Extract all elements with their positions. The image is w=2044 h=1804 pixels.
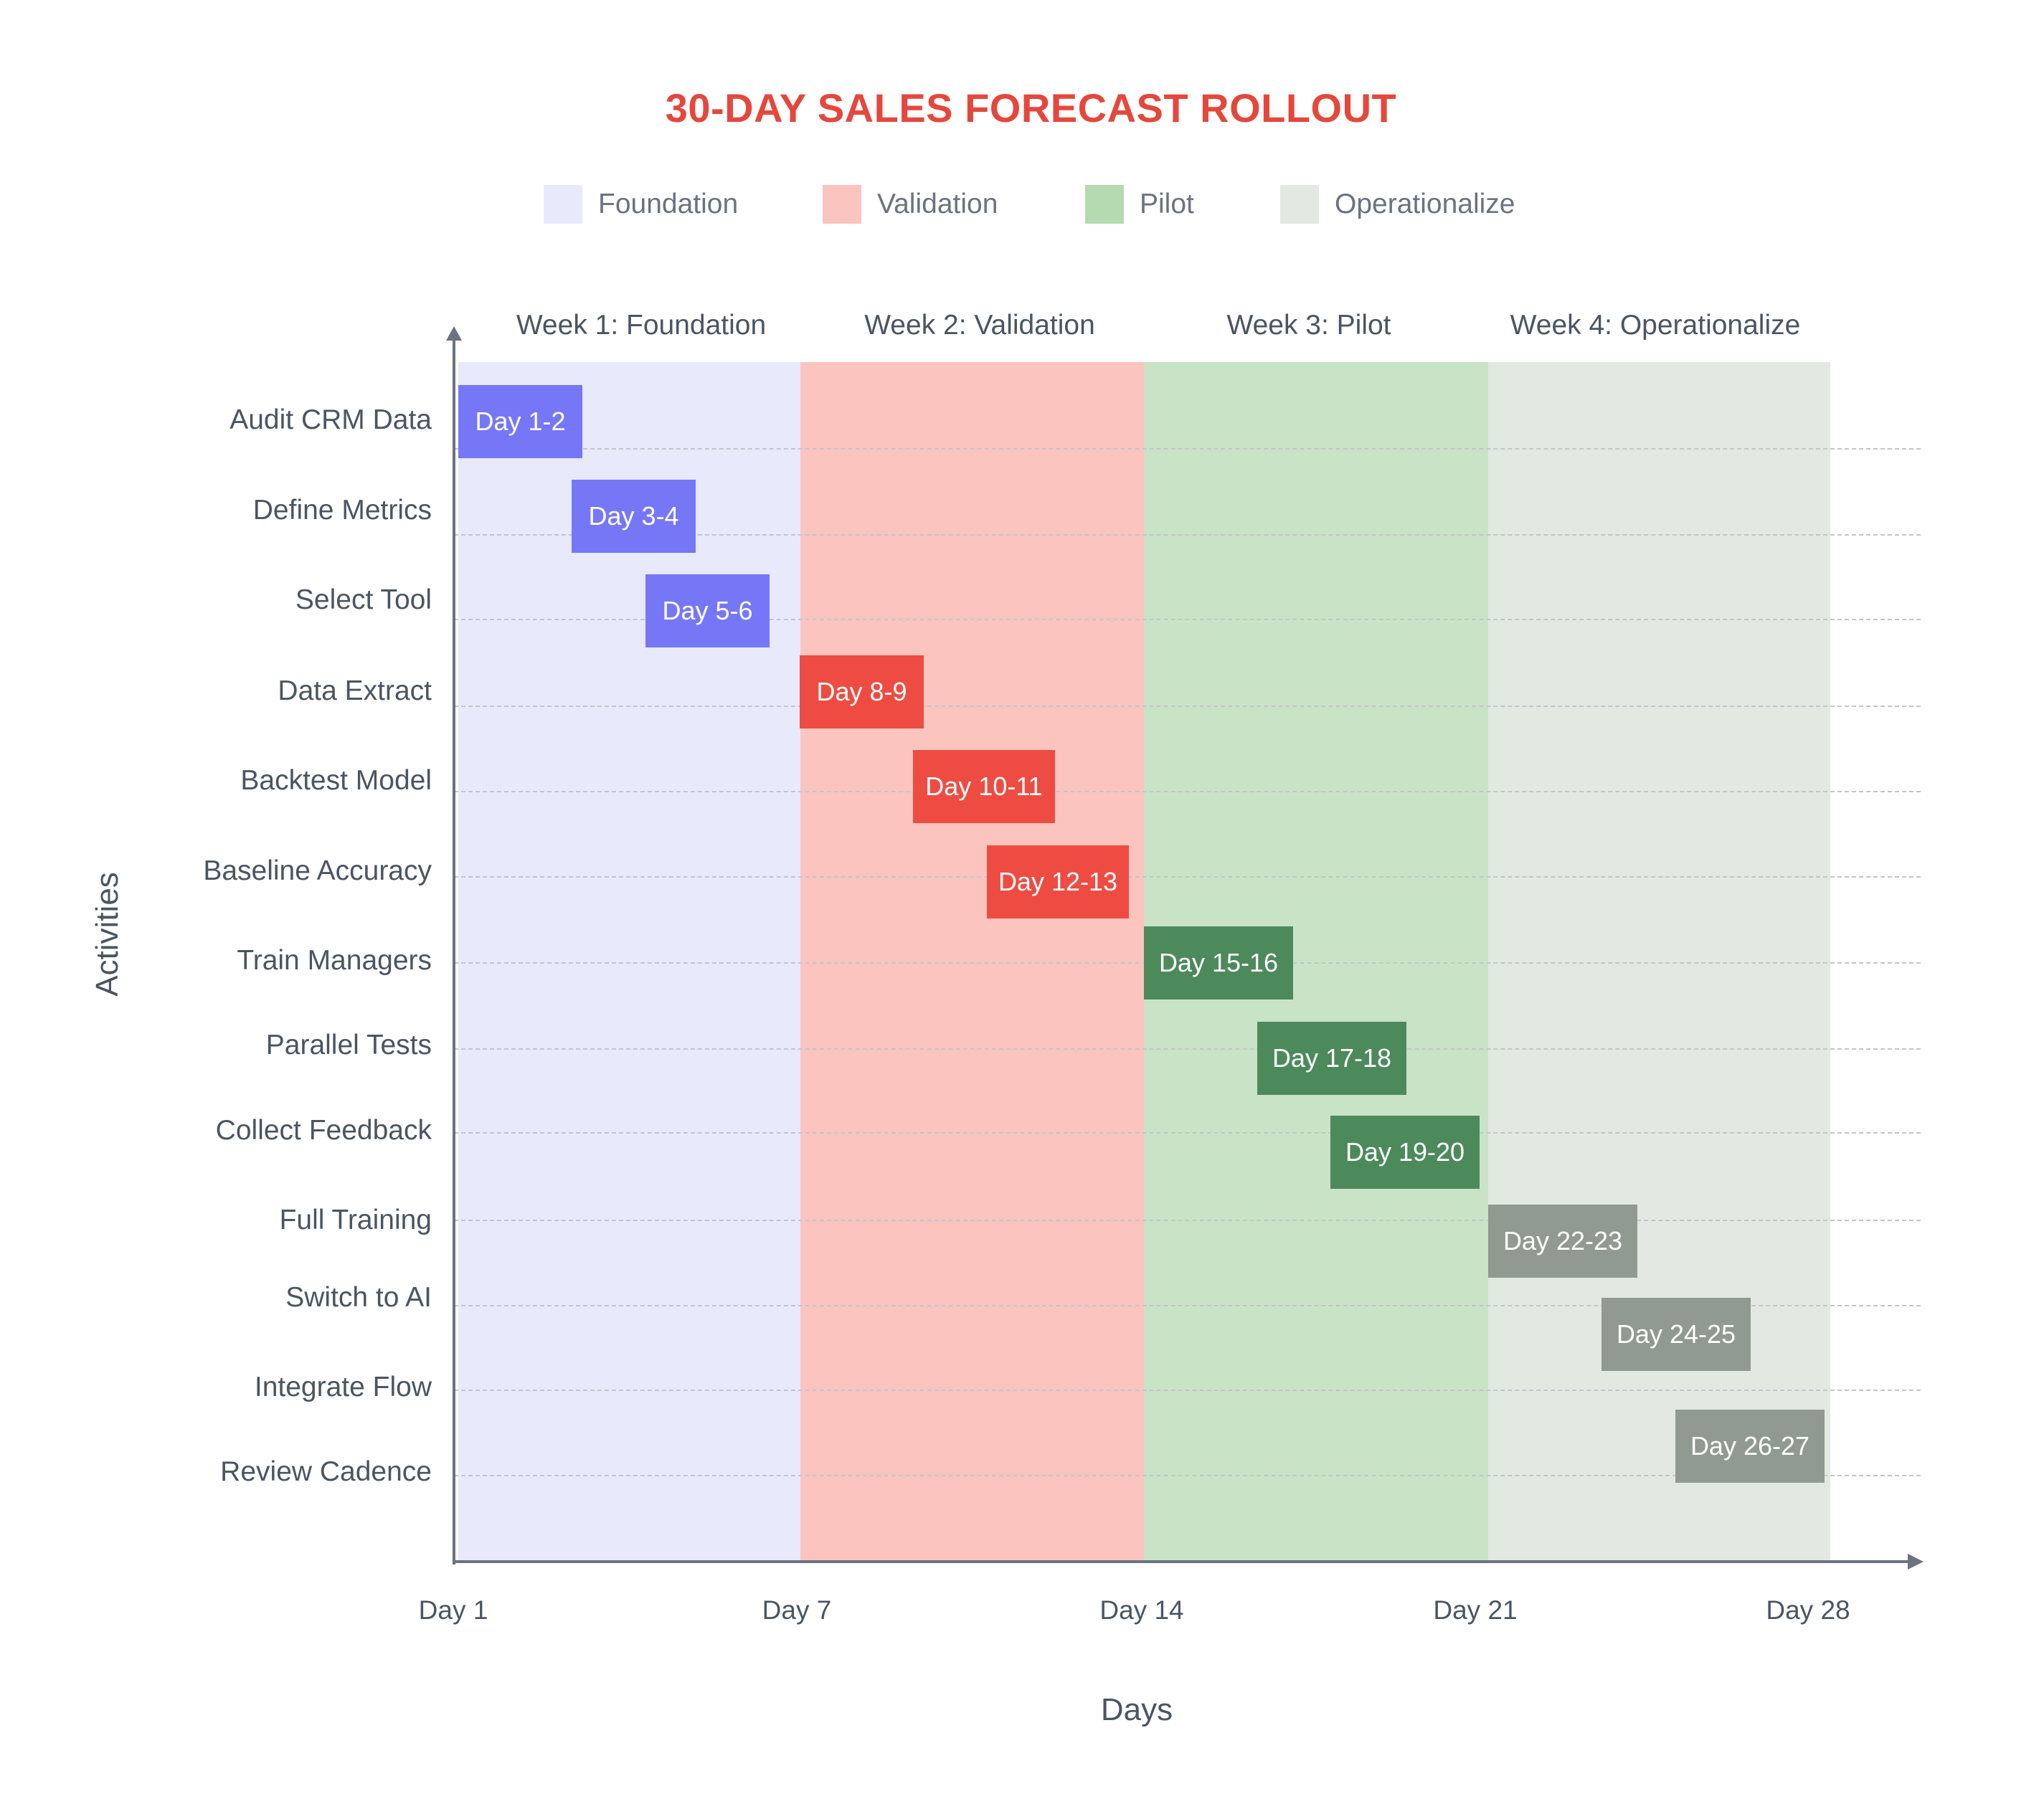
week-label-1: Week 1: Foundation (516, 310, 767, 341)
task-bar: Day 19-20 (1330, 1116, 1480, 1189)
gridline (454, 1305, 1921, 1306)
legend-swatch-icon (823, 185, 861, 224)
task-bar: Day 10-11 (913, 750, 1055, 823)
gridline (454, 1048, 1921, 1050)
row-label: Parallel Tests (265, 1030, 432, 1060)
week-label-4: Week 4: Operationalize (1510, 310, 1801, 341)
week-label-2: Week 2: Validation (864, 310, 1095, 341)
task-bar: Day 17-18 (1257, 1022, 1406, 1095)
row-label: Data Extract (278, 675, 432, 706)
legend-swatch-icon (544, 185, 582, 224)
legend-item-foundation: Foundation (544, 185, 738, 224)
row-label: Collect Feedback (215, 1115, 432, 1146)
task-bar: Day 15-16 (1144, 926, 1293, 1000)
gridline (454, 876, 1921, 878)
row-label: Review Cadence (220, 1456, 432, 1487)
x-tick: Day 14 (1099, 1595, 1184, 1625)
gridline (454, 706, 1921, 707)
arrow-up-icon (446, 326, 462, 341)
row-label: Baseline Accuracy (203, 855, 432, 886)
row-label: Train Managers (237, 945, 432, 976)
legend-item-operationalize: Operationalize (1280, 185, 1515, 224)
legend-swatch-icon (1085, 185, 1124, 224)
legend-label: Validation (877, 189, 998, 219)
row-label: Select Tool (295, 584, 432, 615)
row-label: Integrate Flow (254, 1372, 432, 1402)
chart-title: 30-DAY SALES FORECAST ROLLOUT (665, 85, 1397, 130)
task-bar: Day 3-4 (572, 480, 696, 553)
x-axis (453, 1560, 1916, 1563)
gridline (454, 1390, 1921, 1391)
legend-label: Pilot (1140, 189, 1194, 219)
row-label: Define Metrics (252, 495, 432, 526)
gridline (454, 448, 1921, 450)
y-axis-label: Activities (90, 872, 125, 997)
row-label: Backtest Model (240, 765, 432, 796)
task-bar: Day 1-2 (458, 385, 582, 458)
legend-item-validation: Validation (823, 185, 998, 224)
task-bar: Day 24-25 (1601, 1298, 1751, 1371)
y-axis (453, 337, 455, 1565)
row-label: Switch to AI (285, 1282, 432, 1313)
gridline (454, 1475, 1921, 1476)
x-axis-label: Days (1100, 1692, 1173, 1727)
legend-label: Operationalize (1335, 189, 1515, 219)
legend-swatch-icon (1280, 185, 1319, 224)
gridline (454, 619, 1921, 620)
legend-label: Foundation (598, 189, 739, 219)
row-label: Audit CRM Data (230, 404, 432, 435)
task-bar: Day 5-6 (645, 574, 770, 647)
gridline (454, 1132, 1921, 1134)
x-tick: Day 1 (418, 1595, 488, 1625)
gridline (454, 534, 1921, 536)
x-tick: Day 28 (1766, 1595, 1850, 1625)
task-bar: Day 12-13 (987, 845, 1129, 918)
arrow-right-icon (1908, 1554, 1924, 1570)
gridline (454, 791, 1921, 792)
task-bar: Day 22-23 (1488, 1205, 1637, 1278)
gridline (454, 1220, 1921, 1221)
legend-item-pilot: Pilot (1085, 185, 1194, 224)
week-label-3: Week 3: Pilot (1226, 310, 1391, 341)
x-tick: Day 21 (1433, 1595, 1518, 1625)
x-tick: Day 7 (762, 1595, 832, 1625)
task-bar: Day 8-9 (800, 655, 924, 728)
row-label: Full Training (279, 1205, 432, 1235)
task-bar: Day 26-27 (1675, 1410, 1825, 1483)
